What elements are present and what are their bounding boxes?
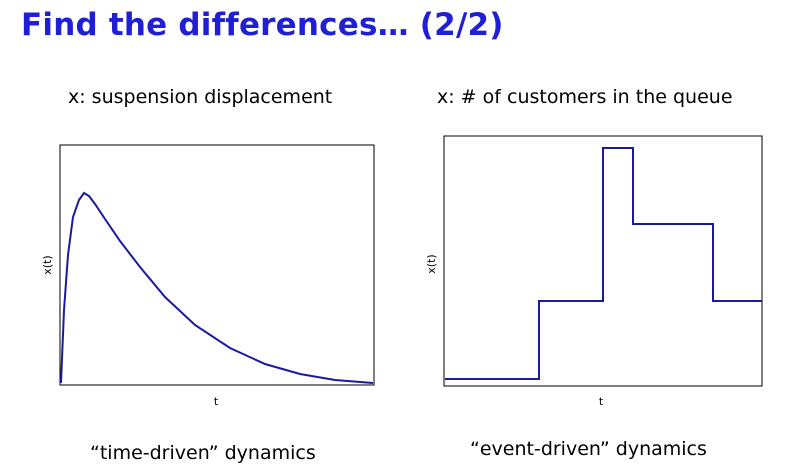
left-plot-ylabel: x(t): [41, 255, 54, 274]
right-plot-step-curve: [445, 147, 762, 380]
left-plot-frame: [59, 144, 375, 386]
right-plot-ylabel: x(t): [425, 254, 438, 273]
left-plot-heading: x: suspension displacement: [68, 86, 333, 108]
slide-title: Find the differences… (2/2): [21, 7, 504, 43]
left-plot-caption: “time-driven” dynamics: [90, 442, 316, 464]
left-plot: t x(t): [41, 144, 375, 408]
right-plot-caption: “event-driven” dynamics: [470, 438, 707, 460]
left-plot-curve: [60, 191, 374, 384]
right-plot-xlabel: t: [599, 395, 604, 408]
right-plot-heading: x: # of customers in the queue: [437, 86, 733, 108]
left-plot-xlabel: t: [214, 395, 219, 408]
right-plot: t x(t): [425, 135, 763, 408]
